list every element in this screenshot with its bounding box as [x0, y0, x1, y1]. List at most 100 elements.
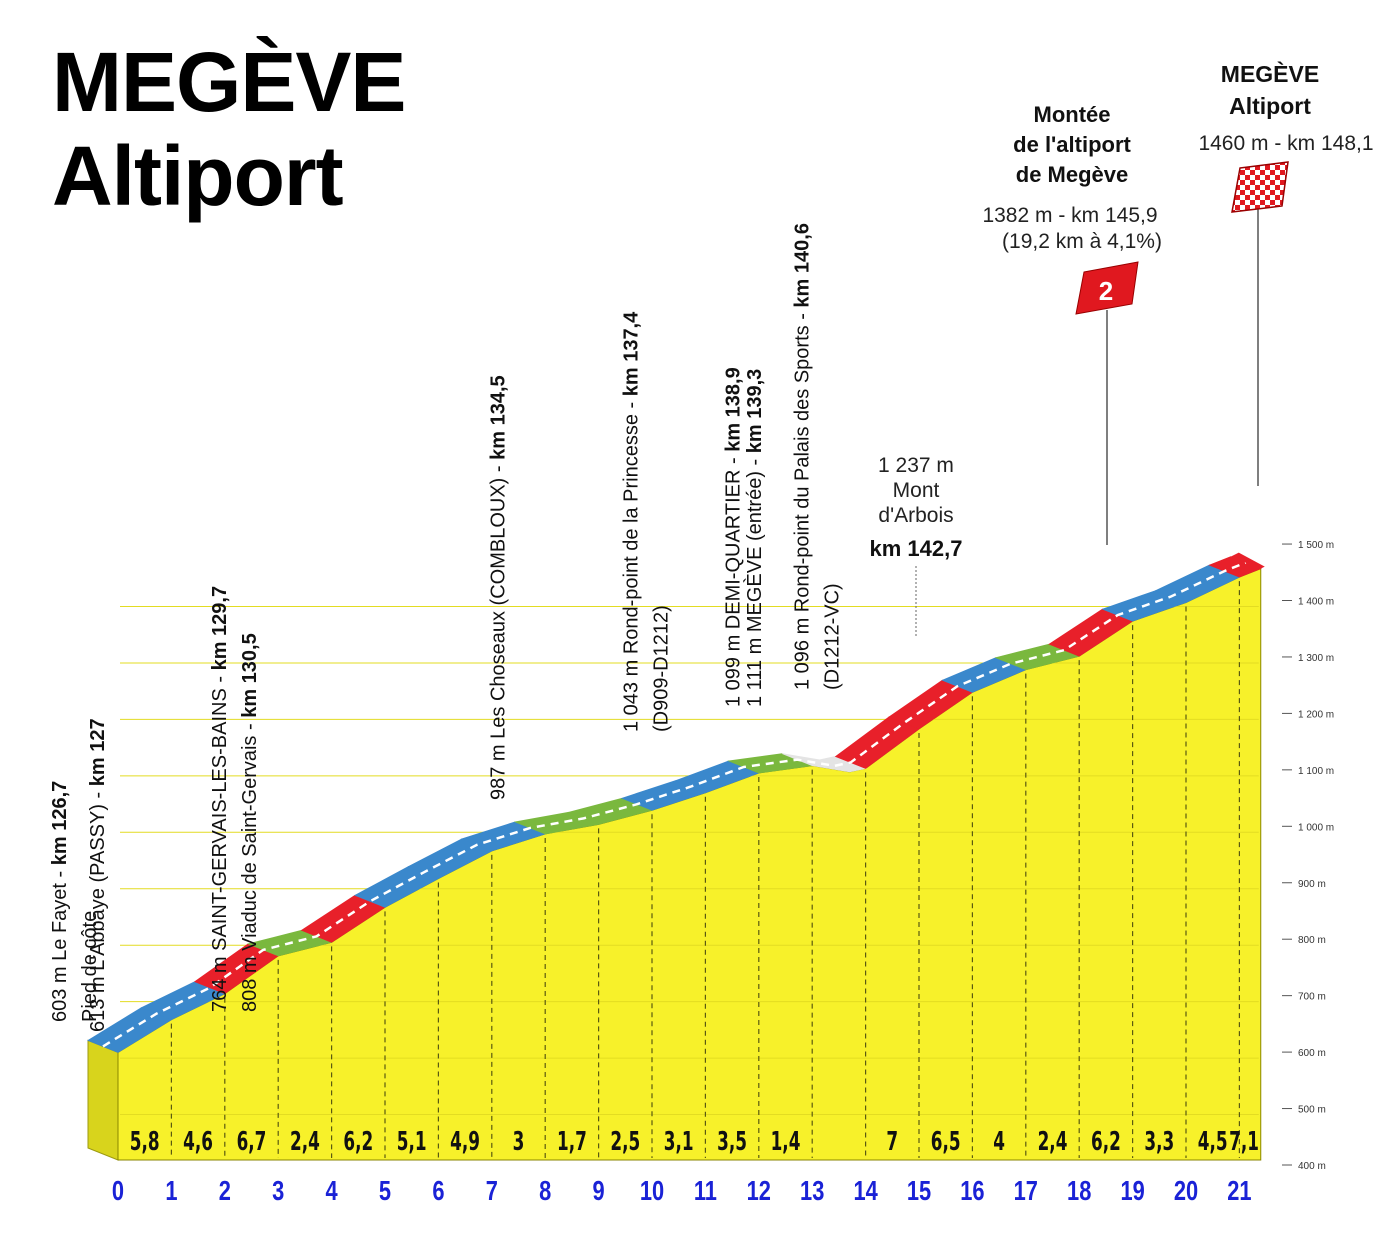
place-label: 808 m Viaduc de Saint-Gervais - km 130,5 [239, 633, 261, 1012]
km-label: 16 [960, 1175, 984, 1206]
title-line-1: MEGÈVE [52, 35, 406, 129]
km-dividers [170, 581, 1241, 1158]
place-km: km 129,7 [209, 586, 231, 671]
finish-name-line: Altiport [1229, 93, 1311, 119]
km-label: 17 [1014, 1175, 1038, 1206]
gradient-value: 4 [993, 1127, 1005, 1157]
km-label: 3 [272, 1175, 284, 1206]
finish-marker: MEGÈVE Altiport 1460 m - km 148,1 [1198, 60, 1374, 486]
profile-front-face [117, 567, 1262, 1161]
place-km: km 138,9 [722, 367, 744, 452]
climb-category: 2 [1099, 276, 1113, 306]
summit-label-line: 1 237 m [878, 454, 954, 477]
climb-gradient-info: (19,2 km à 4,1%) [1002, 230, 1162, 253]
place-km: km 127 [87, 718, 109, 786]
gradient-value: 3,1 [664, 1127, 694, 1157]
place-name: 987 m Les Choseaux (COMBLOUX) - [488, 460, 510, 800]
km-label: 6 [432, 1175, 444, 1206]
place-km: km 137,4 [620, 311, 642, 396]
place-km: km 139,3 [744, 369, 766, 454]
place-km: km 134,5 [488, 375, 510, 460]
gradient-value: 7 [886, 1127, 898, 1157]
profile-left-side [87, 1039, 119, 1161]
y-tick-label: 500 m [1298, 1105, 1326, 1116]
km-label: 18 [1067, 1175, 1091, 1206]
gradient-value: 7,1 [1229, 1127, 1259, 1157]
road-centre-line [102, 561, 1247, 1048]
km-label: 9 [593, 1175, 605, 1206]
gradient-value: 6,2 [1091, 1127, 1121, 1157]
climb-name-line: de Megève [1016, 162, 1129, 187]
place-name: 613 m L'Abbaye (PASSY) - [87, 786, 109, 1032]
place-name: 1 099 m DEMI-QUARTIER - [722, 452, 744, 707]
km-label: 10 [640, 1175, 664, 1206]
km-label: 14 [853, 1175, 877, 1206]
place-km: km 130,5 [239, 633, 261, 718]
km-label: 19 [1120, 1175, 1144, 1206]
place-label: 764 m SAINT-GERVAIS-LES-BAINS - km 129,7 [209, 586, 231, 1012]
place-label: (D909-D1212) [650, 605, 672, 732]
summit-label-line: Mont [893, 479, 940, 502]
climb-marker: Montée de l'altiport de Megève 1382 m - km … [982, 102, 1162, 545]
place-name: 1 096 m Rond-point du Palais des Sports … [791, 308, 813, 690]
y-tick-label: 700 m [1298, 992, 1326, 1003]
y-tick-label: 1 200 m [1298, 709, 1334, 720]
title-line-2: Altiport [52, 129, 344, 223]
place-name: (D1212-VC) [821, 583, 843, 690]
place-km: km 140,6 [791, 223, 813, 308]
place-label: Pied de côte [79, 911, 101, 1022]
y-tick-label: 1 500 m [1298, 540, 1334, 551]
gradient-value: 6,7 [237, 1127, 267, 1157]
km-label: 11 [694, 1175, 717, 1206]
place-label: 603 m Le Fayet - km 126,7 [49, 781, 71, 1022]
gradient-value: 5,1 [397, 1127, 427, 1157]
place-label: (D1212-VC) [821, 583, 843, 690]
gradient-values: 5,8 4,6 6,7 2,4 6,2 5,1 4,9 3 1,7 2,5 3,1 3,5 1,4 7 6,… [130, 1127, 1259, 1157]
place-label: 1 099 m DEMI-QUARTIER - km 138,9 [722, 367, 744, 707]
y-tick-label: 1 000 m [1298, 822, 1334, 833]
place-km: km 126,7 [49, 781, 71, 866]
gradient-value: 4,6 [183, 1127, 213, 1157]
km-label: 1 [165, 1175, 177, 1206]
gradient-value: 2,5 [610, 1127, 640, 1157]
place-label: 613 m L'Abbaye (PASSY) - km 127 [87, 718, 109, 1032]
gradient-value: 6,2 [343, 1127, 373, 1157]
climb-info: 1382 m - km 145,9 [982, 204, 1157, 227]
summit-label-km: km 142,7 [870, 536, 963, 561]
km-label: 20 [1174, 1175, 1198, 1206]
x-axis-km-labels: 0 1 2 3 4 5 6 7 8 9 10 11 12 13 14 15 16 17 18 19 20 21 [112, 1175, 1252, 1206]
place-name: (D909-D1212) [650, 605, 672, 732]
place-name: 603 m Le Fayet - [49, 865, 71, 1022]
km-label: 4 [326, 1175, 338, 1206]
climb-flag [1075, 261, 1139, 315]
road-finish-cap [1230, 552, 1265, 569]
km-label: 12 [747, 1175, 771, 1206]
km-label: 7 [486, 1175, 498, 1206]
gradient-value: 4,5 [1198, 1127, 1228, 1157]
y-tick-label: 1 100 m [1298, 766, 1334, 777]
km-label: 13 [800, 1175, 824, 1206]
gradient-value: 1,7 [557, 1127, 587, 1157]
gradient-value: 3,3 [1144, 1127, 1174, 1157]
place-label: 1 111 m MEGÈVE (entrée) - km 139,3 [743, 369, 766, 707]
place-label: 1 043 m Rond-point de la Princesse - km … [620, 311, 642, 732]
climb-name-line: de l'altiport [1013, 132, 1131, 157]
y-tick-label: 900 m [1298, 879, 1326, 890]
summit-label-line: d'Arbois [878, 504, 953, 527]
finish-info: 1460 m - km 148,1 [1198, 132, 1373, 155]
km-label: 8 [539, 1175, 551, 1206]
place-name: Pied de côte [79, 911, 101, 1022]
gradient-value: 2,4 [290, 1127, 320, 1157]
y-axis-altitude: 400 m 500 m 600 m 700 m 800 m 900 m 1 000 m 1 1… [1282, 540, 1334, 1172]
gradient-value: 6,5 [931, 1127, 961, 1157]
km-label: 0 [112, 1175, 124, 1206]
climb-name-line: Montée [1034, 102, 1111, 127]
gradient-value: 2,4 [1038, 1127, 1068, 1157]
place-label: 987 m Les Choseaux (COMBLOUX) - km 134,5 [488, 375, 510, 800]
gradient-value: 3,5 [717, 1127, 747, 1157]
km-label: 21 [1227, 1175, 1251, 1206]
y-tick-label: 800 m [1298, 935, 1326, 946]
place-name: 1 043 m Rond-point de la Princesse - [620, 396, 642, 732]
place-name: 764 m SAINT-GERVAIS-LES-BAINS - [209, 670, 231, 1012]
